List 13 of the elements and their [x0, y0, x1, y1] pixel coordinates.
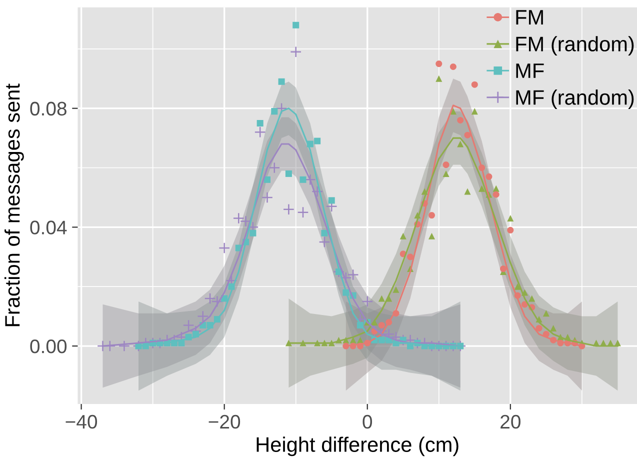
y-axis-title: Fraction of messages sent	[4, 84, 24, 326]
x-tick-label: −20	[208, 414, 240, 429]
legend-label: FM	[516, 10, 543, 25]
y-tick-label: 0.04	[30, 220, 67, 234]
x-tick-label: 0	[362, 414, 372, 429]
y-tick-label: 0.00	[30, 339, 67, 354]
x-axis-title: Height difference (cm)	[256, 436, 458, 456]
x-tick-label: 20	[500, 414, 520, 429]
legend-label: FM (random)	[516, 36, 634, 56]
legend-label: MF (random)	[516, 90, 634, 109]
x-tick-label: −40	[66, 414, 98, 429]
legend-label: MF	[516, 64, 544, 78]
y-tick-label: 0.08	[30, 102, 66, 116]
